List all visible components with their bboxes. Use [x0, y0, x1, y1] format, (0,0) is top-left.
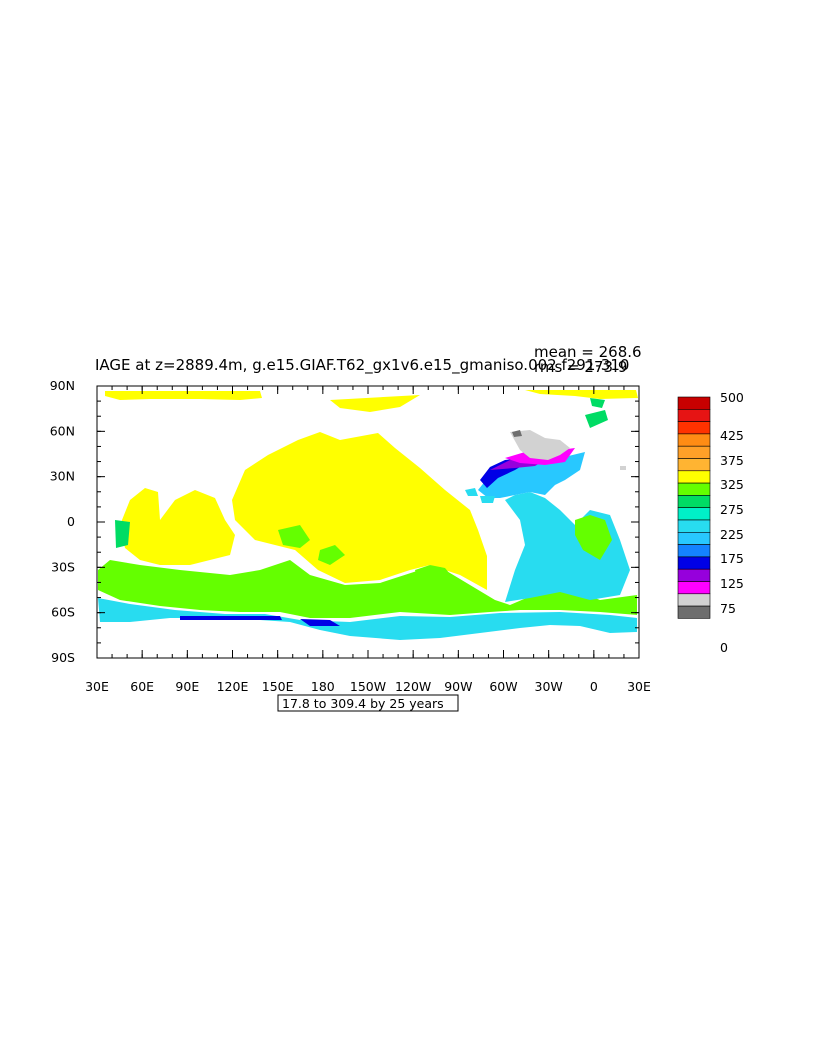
lon-tick-label: 150W — [350, 679, 386, 694]
map-region-ross-coast — [300, 619, 340, 626]
lon-tick-label: 0 — [590, 679, 598, 694]
longitude-axis: 30E 60E 90E 120E 150E 180 150W 120W 90W 60W 30W 0 30… — [85, 386, 651, 694]
colorbar-swatch — [677, 556, 711, 570]
colorbar-swatch — [677, 482, 711, 496]
map-region-east-pacific-green — [415, 565, 455, 592]
colorbar-label: 275 — [720, 502, 744, 517]
lon-tick-label: 30E — [627, 679, 651, 694]
lat-tick-label: 90N — [50, 378, 75, 393]
colorbar-swatch — [677, 470, 711, 484]
map-region-arctic-bits — [330, 395, 420, 412]
map-region-indian-ocean — [120, 488, 235, 565]
lat-tick-label: 90S — [51, 650, 75, 665]
colorbar-swatch — [677, 507, 711, 521]
map-region-arctic-strip-atlantic — [525, 390, 638, 399]
colorbar-label: 175 — [720, 551, 744, 566]
lat-tick-label: 30S — [51, 559, 75, 574]
colorbar-swatch — [677, 433, 711, 447]
lat-tick-label: 60N — [50, 423, 75, 438]
colorbar-swatch — [677, 445, 711, 459]
map-region-atlantic-green — [575, 515, 612, 560]
colorbar-swatch — [677, 519, 711, 533]
contour-info-box — [277, 694, 459, 712]
lon-tick-label: 120E — [217, 679, 249, 694]
lat-tick-label: 0 — [67, 514, 75, 529]
map-region-north-indian-green — [115, 520, 130, 548]
map-region-caribbean — [465, 488, 478, 496]
lon-tick-label: 30E — [85, 679, 109, 694]
colorbar-swatch — [677, 605, 711, 619]
colorbar-label: 225 — [720, 527, 744, 542]
lat-tick-label: 30N — [50, 469, 75, 484]
colorbar-label: 375 — [720, 453, 744, 468]
map-region-southern-ocean-deep — [98, 598, 637, 640]
map-region-arctic-strip-pacific — [105, 391, 262, 400]
lon-tick-label: 150E — [262, 679, 294, 694]
plot-title: IAGE at z=2889.4m, g.e15.GIAF.T62_gx1v6.… — [95, 356, 629, 375]
colorbar-swatch — [677, 531, 711, 545]
colorbar-swatch — [677, 568, 711, 582]
rms-stat: rms = 273.9 — [534, 358, 627, 376]
map-area — [97, 386, 639, 658]
map-region-north-pacific — [232, 432, 487, 590]
colorbar-swatch — [677, 458, 711, 472]
map-region-north-atlantic — [478, 452, 585, 498]
lon-tick-label: 60E — [130, 679, 154, 694]
colorbar-label: 425 — [720, 428, 744, 443]
colorbar-label: 325 — [720, 477, 744, 492]
map-region-west-pacific-green — [318, 545, 345, 565]
map-region-greenland — [510, 430, 570, 460]
map-region-arctic-green — [585, 410, 608, 428]
colorbar-swatch — [677, 581, 711, 595]
map-region-greenland-dark — [512, 430, 522, 437]
map-region-antarctic-coast — [180, 616, 282, 620]
lon-tick-label: 30W — [535, 679, 563, 694]
lon-tick-label: 120W — [395, 679, 431, 694]
colorbar-label: 75 — [720, 601, 736, 616]
colorbar-swatch — [677, 396, 711, 410]
map-region-small-gray — [620, 466, 626, 470]
colorbar-label: 125 — [720, 576, 744, 591]
contour-info-text: 17.8 to 309.4 by 25 years — [282, 696, 444, 711]
map-region-southern-ocean — [98, 560, 637, 618]
colorbar-swatch — [677, 593, 711, 607]
lon-tick-label: 60W — [489, 679, 517, 694]
lat-tick-label: 60S — [51, 605, 75, 620]
map-region-bering-green — [590, 398, 605, 408]
colorbar: 500 425 375 325 275 225 175 125 75 0 — [677, 390, 744, 655]
lon-tick-label: 90W — [444, 679, 472, 694]
mean-stat: mean = 268.6 — [534, 343, 642, 361]
colorbar-swatch — [677, 408, 711, 422]
map-region-gulf-mexico — [480, 496, 495, 503]
colorbar-label: 0 — [720, 640, 728, 655]
latitude-axis: 90N 60N 30N 0 30S 60S 90S — [50, 378, 639, 665]
colorbar-swatch — [677, 495, 711, 508]
map-region-indonesia-green — [278, 525, 310, 548]
colorbar-swatch — [677, 421, 711, 435]
colorbar-swatch — [677, 544, 711, 558]
lon-tick-label: 90E — [175, 679, 199, 694]
colorbar-label: 500 — [720, 390, 744, 405]
lon-tick-label: 180 — [311, 679, 335, 694]
